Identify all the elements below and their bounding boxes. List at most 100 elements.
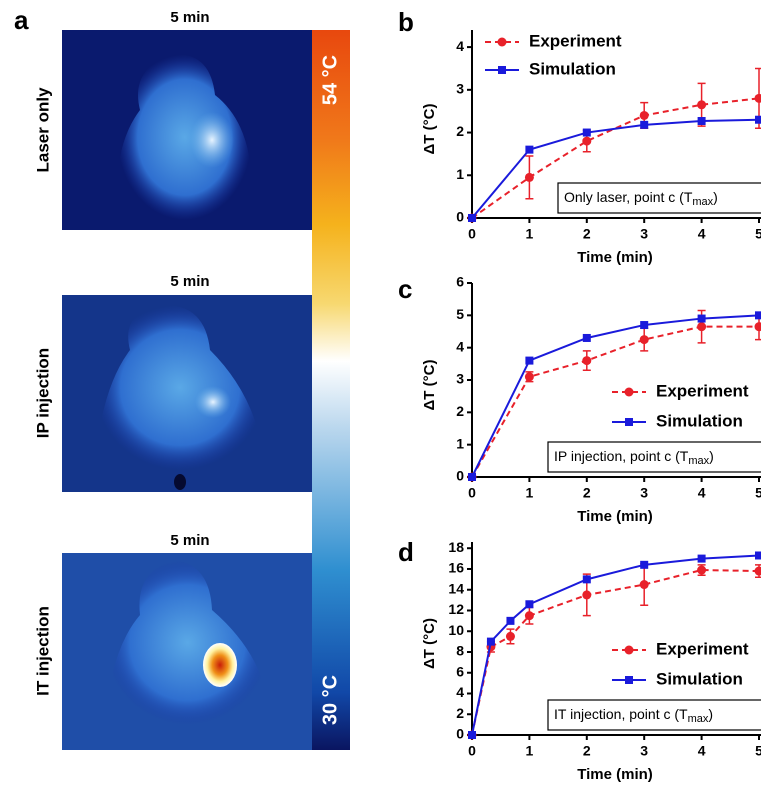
data-point xyxy=(486,637,495,646)
y-axis-label: ΔT (°C) xyxy=(421,360,438,411)
data-point xyxy=(524,372,534,382)
data-point xyxy=(754,566,761,576)
annotation-text: IP injection, point c (T xyxy=(554,448,689,464)
data-point xyxy=(755,311,761,320)
x-tick-label: 1 xyxy=(526,743,534,759)
y-tick-label: 1 xyxy=(456,166,464,182)
x-tick-label: 2 xyxy=(583,226,591,242)
y-tick-label: 0 xyxy=(456,468,464,484)
annotation: IP injection, point c (Tmax) xyxy=(554,448,714,467)
data-point xyxy=(582,590,592,600)
y-tick-label: 6 xyxy=(456,663,464,679)
x-tick-label: 0 xyxy=(468,226,476,242)
image-title: 5 min xyxy=(170,532,209,549)
thermal-image xyxy=(62,30,312,230)
colorbar xyxy=(312,30,350,750)
series-line xyxy=(471,118,760,219)
legend-label: Simulation xyxy=(656,411,743,430)
annotation-suffix: ) xyxy=(708,706,713,722)
colorbar-min-label: 30 °C xyxy=(319,675,341,725)
data-point xyxy=(525,145,534,154)
y-tick-label: 3 xyxy=(456,81,464,97)
annotation-text: IT injection, point c (T xyxy=(554,706,688,722)
data-point xyxy=(755,115,761,124)
x-axis-label: Time (min) xyxy=(577,249,653,266)
thermal-image xyxy=(62,295,312,492)
data-point xyxy=(582,136,592,146)
panel-label: a xyxy=(14,5,29,35)
y-tick-label: 2 xyxy=(456,123,464,139)
y-axis-label: ΔT (°C) xyxy=(421,618,438,669)
legend-marker xyxy=(498,66,506,74)
y-tick-label: 4 xyxy=(456,338,464,354)
image-label: Laser only xyxy=(33,87,52,173)
legend-label: Experiment xyxy=(656,381,749,400)
annotation-suffix: ) xyxy=(713,189,718,205)
data-point xyxy=(525,356,534,365)
y-tick-label: 1 xyxy=(456,435,464,451)
annotation: Only laser, point c (Tmax) xyxy=(564,189,718,208)
legend-label: Simulation xyxy=(529,59,616,78)
x-tick-label: 5 xyxy=(755,226,761,242)
legend-marker xyxy=(624,387,634,397)
annotation-sub: max xyxy=(688,455,709,467)
series-line xyxy=(471,325,759,478)
image-label: IT injection xyxy=(33,606,52,696)
legend-label: Experiment xyxy=(529,31,622,50)
x-axis-label: Time (min) xyxy=(577,508,653,525)
data-point xyxy=(640,321,649,330)
x-tick-label: 1 xyxy=(526,226,534,242)
y-axis-label: ΔT (°C) xyxy=(421,104,438,155)
y-tick-label: 12 xyxy=(448,601,464,617)
y-tick-label: 5 xyxy=(456,306,464,322)
series-line xyxy=(471,314,760,478)
legend-marker xyxy=(625,418,633,426)
panel-label: b xyxy=(398,7,414,37)
panel-label: d xyxy=(398,537,414,567)
x-tick-label: 0 xyxy=(468,485,476,501)
y-tick-label: 8 xyxy=(456,643,464,659)
y-tick-label: 2 xyxy=(456,403,464,419)
annotation: IT injection, point c (Tmax) xyxy=(554,706,713,725)
data-point xyxy=(640,560,649,569)
annotation-box xyxy=(547,699,761,731)
y-tick-label: 14 xyxy=(448,580,464,596)
data-point xyxy=(582,333,591,342)
y-tick-label: 4 xyxy=(456,684,464,700)
data-point xyxy=(639,580,649,590)
annotation-sub: max xyxy=(692,196,713,208)
image-label: IP injection xyxy=(33,348,52,438)
data-point xyxy=(582,356,592,366)
y-tick-label: 18 xyxy=(448,539,464,555)
data-point xyxy=(697,117,706,126)
panel-label: c xyxy=(398,274,412,304)
x-tick-label: 5 xyxy=(755,485,761,501)
y-tick-label: 4 xyxy=(456,38,464,54)
data-point xyxy=(506,616,515,625)
annotation-sub: max xyxy=(688,713,709,725)
data-point xyxy=(524,172,534,182)
y-tick-label: 16 xyxy=(448,560,464,576)
colorbar-max-label: 54 °C xyxy=(319,55,341,105)
data-point xyxy=(755,551,761,560)
data-point xyxy=(697,565,707,575)
data-point xyxy=(582,575,591,584)
legend-marker xyxy=(625,676,633,684)
y-tick-label: 0 xyxy=(456,726,464,742)
data-point xyxy=(640,120,649,129)
x-tick-label: 2 xyxy=(583,743,591,759)
data-point xyxy=(468,473,476,481)
data-point xyxy=(697,322,707,332)
data-point xyxy=(468,214,476,222)
y-tick-label: 6 xyxy=(456,274,464,290)
thermal-image xyxy=(62,553,312,750)
annotation-box xyxy=(547,441,761,473)
data-point xyxy=(582,128,591,137)
x-axis-label: Time (min) xyxy=(577,766,653,783)
data-point xyxy=(524,611,534,621)
y-tick-label: 10 xyxy=(448,622,464,638)
legend-label: Experiment xyxy=(656,639,749,658)
image-title: 5 min xyxy=(170,9,209,26)
annotation-suffix: ) xyxy=(709,448,714,464)
